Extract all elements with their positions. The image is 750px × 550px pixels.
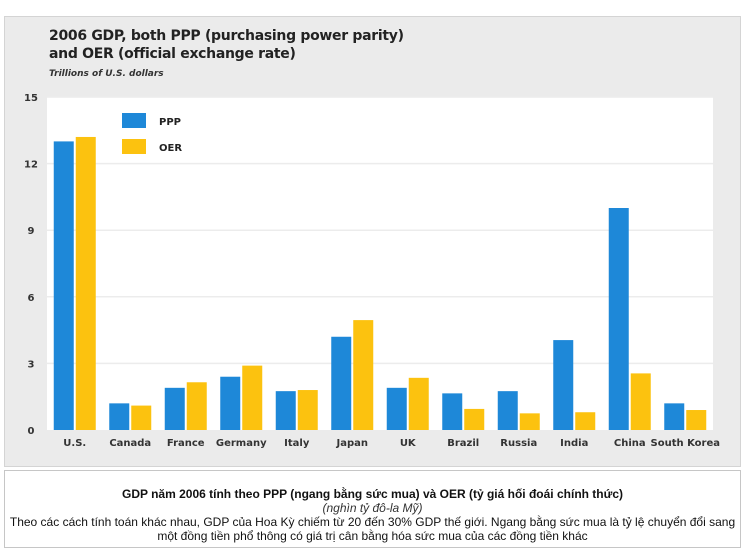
chart-title-line-2: and OER (official exchange rate): [49, 46, 296, 62]
bar-ppp: [275, 391, 296, 430]
bar-oer: [408, 377, 429, 430]
bar-oer: [519, 413, 540, 430]
caption-body: Theo các cách tính toán khác nhau, GDP c…: [9, 515, 736, 543]
caption-unit: (nghìn tỷ đô-la Mỹ): [322, 501, 423, 515]
bar-chart: 0 3 6 9 12 15 U.S. Canada France Germany Italy Japa…: [24, 93, 720, 449]
legend-swatch: [122, 113, 146, 128]
legend-label: OER: [159, 143, 182, 154]
bar-ppp: [664, 403, 685, 430]
bar-oer: [131, 405, 152, 430]
chart-title: 2006 GDP, both PPP (purchasing power par…: [49, 27, 669, 63]
x-tick-label: Germany: [216, 438, 267, 449]
x-tick-label: U.S.: [63, 438, 86, 449]
chart-subtitle: Trillions of U.S. dollars: [49, 69, 164, 79]
bar-oer: [186, 382, 207, 430]
bar-ppp: [497, 391, 518, 430]
bar-ppp: [553, 340, 574, 430]
x-tick-label: Brazil: [447, 438, 479, 449]
x-tick-label: France: [167, 438, 205, 449]
bar-ppp: [608, 208, 629, 430]
legend-label: PPP: [159, 117, 181, 128]
bar-ppp: [53, 141, 74, 430]
bar-oer: [353, 320, 374, 430]
x-tick-label: Canada: [109, 438, 151, 449]
caption-title: GDP năm 2006 tính theo PPP (ngang bằng s…: [121, 487, 623, 501]
plot-area: [47, 97, 713, 430]
x-tick-label: Japan: [336, 438, 369, 449]
bar-ppp: [109, 403, 130, 430]
y-tick-label: 9: [28, 226, 35, 237]
bar-oer: [242, 365, 263, 430]
y-tick-label: 6: [28, 293, 35, 304]
y-tick-label: 0: [28, 426, 35, 437]
y-tick-label: 12: [24, 160, 38, 171]
x-tick-label: China: [614, 438, 646, 449]
x-tick-label: Italy: [284, 438, 310, 449]
y-tick-label: 15: [24, 93, 38, 104]
bar-oer: [686, 410, 707, 430]
x-tick-label: India: [560, 438, 588, 449]
bar-oer: [297, 390, 318, 430]
bar-ppp: [442, 393, 463, 430]
chart-title-line-1: 2006 GDP, both PPP (purchasing power par…: [49, 28, 404, 44]
bar-oer: [464, 408, 485, 430]
caption-box: GDP năm 2006 tính theo PPP (ngang bằng s…: [4, 470, 741, 548]
bar-oer: [630, 373, 651, 430]
x-tick-label: Russia: [500, 438, 537, 449]
bar-ppp: [331, 336, 352, 430]
chart-panel: 2006 GDP, both PPP (purchasing power par…: [4, 16, 741, 467]
legend-swatch: [122, 139, 146, 154]
bar-ppp: [386, 387, 407, 430]
x-tick-label: South Korea: [651, 438, 720, 449]
bar-oer: [575, 412, 596, 430]
y-tick-label: 3: [28, 359, 35, 370]
bar-oer: [75, 136, 96, 430]
bar-ppp: [220, 376, 241, 430]
bar-ppp: [164, 387, 185, 430]
x-tick-label: UK: [400, 438, 417, 449]
